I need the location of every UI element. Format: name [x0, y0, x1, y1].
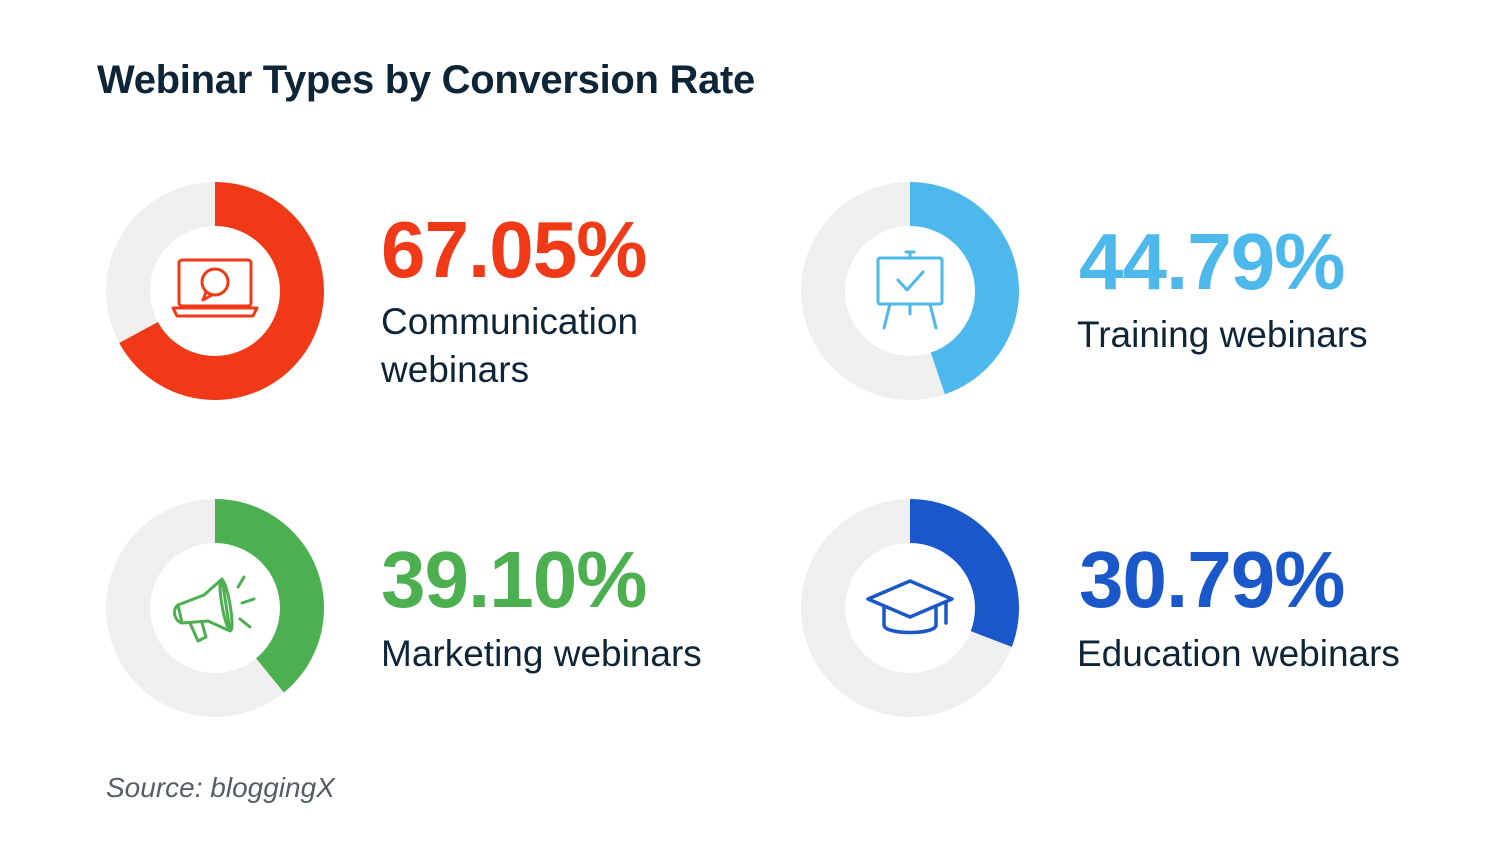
donut-communication [104, 180, 326, 402]
value-education: 30.79% [1079, 535, 1345, 624]
label-education: Education webinars [1077, 633, 1400, 674]
megaphone-icon [173, 575, 256, 643]
donut-training [799, 180, 1021, 402]
label-marketing: Marketing webinars [381, 633, 702, 674]
value-training: 44.79% [1079, 217, 1345, 306]
donut-value-arc [801, 182, 1019, 400]
donut-value-arc [801, 499, 1019, 717]
graduation-cap-icon [866, 579, 954, 635]
value-communication: 67.05% [381, 205, 647, 294]
label-training: Training webinars [1077, 314, 1368, 355]
donut-value-arc [106, 499, 324, 717]
laptop-chat-icon [171, 258, 259, 318]
donut-education [799, 497, 1021, 719]
value-marketing: 39.10% [381, 535, 647, 624]
label-communication: Communication webinars [381, 301, 639, 390]
donut-value-arc [106, 182, 324, 400]
presentation-board-icon [876, 250, 944, 330]
source-note: Source: bloggingX [106, 772, 335, 803]
donut-marketing [104, 497, 326, 719]
chart-title: Webinar Types by Conversion Rate [97, 58, 755, 102]
